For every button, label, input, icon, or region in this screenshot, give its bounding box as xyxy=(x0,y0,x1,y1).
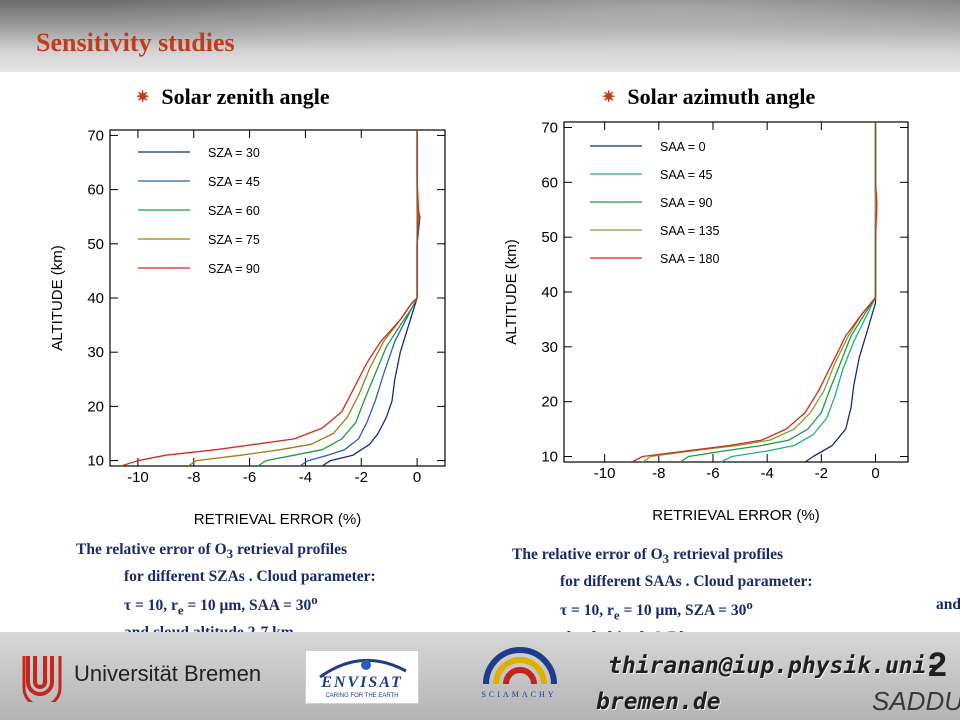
contact-email: thiranan@iup.physik.uni- bremen.de xyxy=(596,648,941,720)
x-axis-label: RETRIEVAL ERROR (%) xyxy=(652,507,820,524)
series-line-5 xyxy=(121,130,420,467)
y-tick-label: 20 xyxy=(87,398,104,415)
plot-frame xyxy=(563,121,909,463)
caption-tail: and xyxy=(936,596,960,614)
x-tick-label: -6 xyxy=(706,465,719,482)
caption-sub: 3 xyxy=(226,546,234,562)
y-tick-label: 10 xyxy=(541,449,558,466)
caption-sub: 3 xyxy=(662,551,670,567)
y-tick-label: 60 xyxy=(87,182,104,199)
sun-bullet-icon: ✷ xyxy=(136,89,150,106)
x-tick-label: -4 xyxy=(299,469,312,486)
x-axis-label: RETRIEVAL ERROR (%) xyxy=(194,511,362,528)
y-axis-label: ALTITUDE (km) xyxy=(49,245,66,351)
sciamachy-logo-icon xyxy=(483,647,557,685)
series-line-2 xyxy=(299,130,421,467)
caption-text: retrieval profiles xyxy=(669,546,784,563)
x-tick-label: -4 xyxy=(760,465,773,482)
legend-label: SAA = 180 xyxy=(660,252,719,266)
legend-label: SAA = 90 xyxy=(660,196,713,210)
right-heading: ✷ Solar azimuth angle xyxy=(602,84,815,110)
legend-label: SZA = 45 xyxy=(208,175,260,189)
y-tick-label: 40 xyxy=(541,284,558,301)
left-heading: ✷ Solar zenith angle xyxy=(136,84,330,110)
page-number: 2 xyxy=(928,646,947,684)
right-chart: -10 -8 -6 -4 -2 0 10 20 30 40 50 60 70 RETRIEVAL ERRO… xyxy=(503,119,909,524)
y-axis-label: ALTITUDE (km) xyxy=(503,239,520,345)
caption-line-2: for different SZAs . Cloud parameter: xyxy=(124,568,376,586)
caption-text: = 10 μm, SZA = 30 xyxy=(619,602,747,620)
header-sky-texture xyxy=(0,0,960,72)
y-tick-label: 20 xyxy=(541,394,558,411)
series-line-2 xyxy=(720,122,877,463)
envisat-text: ENVISAT xyxy=(321,674,403,691)
envisat-tagline: CARING FOR THE EARTH xyxy=(325,693,399,699)
envisat-logo xyxy=(305,650,419,704)
slide-title: Sensitivity studies xyxy=(36,28,235,57)
legend-label: SZA = 30 xyxy=(208,146,260,160)
series-line-1 xyxy=(804,122,877,463)
series-line-5 xyxy=(631,122,878,463)
university-name: Universität Bremen xyxy=(74,661,262,686)
y-tick-label: 50 xyxy=(87,236,104,253)
sciamachy-text: SCIAMACHY xyxy=(481,690,557,699)
left-chart: -10 -8 -6 -4 -2 0 10 20 30 40 50 60 70 RETRIEVAL ERRO… xyxy=(49,127,446,528)
sun-bullet-icon: ✷ xyxy=(602,89,616,106)
caption-text: = 10 μm, SAA = 30 xyxy=(183,597,312,615)
left-caption: The relative error of O3 retrieval profi… xyxy=(76,538,376,644)
caption-sub: e xyxy=(177,602,184,618)
caption-text: τ = 10, r xyxy=(560,602,614,620)
y-tick-label: 70 xyxy=(541,119,558,136)
x-tick-label: -6 xyxy=(243,469,256,486)
legend-label: SZA = 90 xyxy=(208,262,260,276)
y-tick-label: 60 xyxy=(541,174,558,191)
x-tick-label: 0 xyxy=(871,465,879,482)
x-tick-label: -2 xyxy=(355,469,368,486)
x-tick-label: -10 xyxy=(594,465,616,482)
event-name: SADDU xyxy=(872,686,960,716)
x-tick-label: -2 xyxy=(815,465,828,482)
caption-text: The relative error of O xyxy=(512,546,663,563)
caption-line-2: for different SAAs . Cloud parameter: xyxy=(560,573,813,591)
y-tick-label: 70 xyxy=(87,127,104,144)
footer-bar xyxy=(0,632,960,720)
header-bar xyxy=(0,0,960,72)
university-bremen-logo-icon xyxy=(22,656,62,702)
legend-label: SAA = 45 xyxy=(660,168,713,182)
legend-label: SZA = 75 xyxy=(208,233,260,247)
caption-text: τ = 10, r xyxy=(124,597,178,615)
y-tick-label: 50 xyxy=(541,229,558,246)
caption-sup: o xyxy=(746,597,753,613)
legend-label: SAA = 135 xyxy=(660,224,719,238)
caption-text: retrieval profiles xyxy=(233,541,348,558)
x-tick-label: -8 xyxy=(187,469,200,486)
caption-sub: e xyxy=(613,607,620,623)
y-tick-label: 40 xyxy=(87,290,104,307)
caption-sup: o xyxy=(311,592,318,608)
email-line-2: bremen.de xyxy=(596,689,721,715)
x-tick-label: 0 xyxy=(413,469,421,486)
email-line-1: thiranan@iup.physik.uni- xyxy=(608,653,941,679)
left-heading-text: Solar zenith angle xyxy=(161,84,330,109)
caption-text: The relative error of O xyxy=(76,541,227,558)
x-tick-label: -8 xyxy=(652,465,665,482)
envisat-swoosh-icon xyxy=(319,658,407,679)
y-tick-label: 30 xyxy=(87,344,104,361)
y-tick-label: 10 xyxy=(87,453,104,470)
legend-label: SZA = 60 xyxy=(208,204,260,218)
y-tick-label: 30 xyxy=(541,339,558,356)
right-heading-text: Solar azimuth angle xyxy=(627,84,816,109)
legend-label: SAA = 0 xyxy=(660,140,706,154)
x-tick-label: -10 xyxy=(127,469,149,486)
